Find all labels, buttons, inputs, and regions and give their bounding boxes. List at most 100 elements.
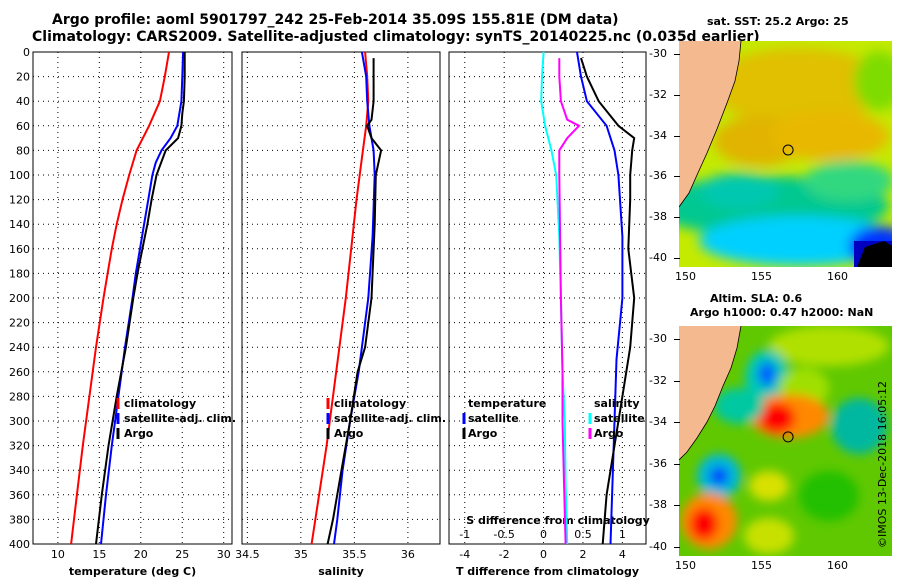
altimetry-lat-tick — [674, 463, 680, 465]
depth-tick-label: 60 — [16, 120, 30, 133]
depth-tick-label: 400 — [9, 538, 30, 551]
imos-credit: ©IMOS 13-Dec-2018 16:05:12 — [876, 381, 889, 548]
salinity-legend-label: satellite-adj. clim. — [334, 412, 446, 425]
sst-map-graphic — [679, 41, 892, 267]
sst-lat-tick-label: -40 — [649, 251, 667, 264]
salinity-climatology-line — [310, 51, 370, 545]
depth-tick-label: 180 — [9, 267, 30, 280]
salinity-x-tick-label: 36 — [401, 548, 415, 561]
salinity-legend-label: Argo — [334, 427, 364, 440]
diff-legend-right-label: Argo — [594, 427, 624, 440]
altimetry-lon-tick-label: 150 — [675, 559, 696, 572]
salinity-x-tick-label: 35 — [294, 548, 308, 561]
altimetry-map-graphic — [679, 326, 892, 556]
temperature-legend-label: climatology — [124, 397, 196, 410]
depth-tick-label: 320 — [9, 440, 30, 453]
sst-lat-tick-label: -34 — [649, 128, 667, 142]
salinity-x-tick-label: 35.5 — [342, 548, 367, 561]
difference-salinity-argo-line — [558, 58, 581, 545]
sst-lat-tick-label: -38 — [649, 210, 667, 224]
title-line-2: Climatology: CARS2009. Satellite-adjuste… — [32, 29, 760, 45]
depth-tick-label: 260 — [9, 366, 30, 379]
depth-tick-label: 340 — [9, 464, 30, 477]
salinity-diff-tick-label: 0.5 — [574, 528, 592, 541]
temperature-x-tick-label: 20 — [134, 548, 148, 561]
sst-lat-tick-label: -30 — [649, 47, 667, 60]
altimetry-lon-tick-label: 155 — [751, 559, 772, 572]
depth-tick-label: 40 — [16, 95, 30, 108]
salinity-xlabel: salinity — [318, 565, 364, 578]
sst-lat-tick-label: -32 — [649, 87, 667, 101]
diff-legend-left-label: temperature — [468, 397, 546, 410]
altimetry-lat-tick-label: -30 — [649, 332, 667, 345]
difference-temperature-argo-line — [580, 57, 636, 545]
diff-legend-right-label: satellite — [594, 412, 645, 425]
title-line-1: Argo profile: aoml 5901797_242 25-Feb-20… — [52, 12, 619, 28]
sst-lon-tick-label: 160 — [827, 270, 848, 283]
sst-lat-tick — [674, 258, 680, 259]
sst-map — [679, 41, 892, 267]
difference-x-tick-label: 4 — [619, 548, 626, 561]
temperature-x-tick-label: 30 — [217, 548, 231, 561]
temperature-x-tick-label: 10 — [51, 548, 65, 561]
difference-x-tick-label: 0 — [540, 548, 547, 561]
temperature-legend-label: satellite-adj. clim. — [124, 412, 236, 425]
altimetry-lat-tick — [674, 339, 680, 340]
temperature-xlabel: temperature (deg C) — [69, 565, 196, 578]
sst-lat-tick-label: -36 — [649, 169, 667, 183]
difference-x-tick-label: -2 — [499, 548, 510, 561]
depth-tick-label: 160 — [9, 243, 30, 256]
salinity-diff-tick-label: 0 — [540, 528, 547, 541]
depth-tick-label: 280 — [9, 390, 30, 403]
altimetry-float-marker — [782, 431, 794, 443]
depth-tick-label: 360 — [9, 489, 30, 502]
depth-tick-label: 380 — [9, 513, 30, 526]
salinity-x-tick-label: 34.5 — [235, 548, 260, 561]
depth-tick-label: 100 — [9, 169, 30, 182]
sst-float-marker — [782, 144, 794, 156]
sst-map-title: sat. SST: 25.2 Argo: 25 — [707, 15, 849, 28]
salinity-diff-label: S difference from climatology — [466, 514, 650, 527]
salinity-argo-line — [326, 58, 383, 545]
salinity-diff-tick-label: 1 — [619, 528, 626, 541]
salinity-diff-tick-label: -1 — [459, 528, 470, 541]
altimetry-lat-tick-label: -36 — [649, 456, 667, 470]
temperature-x-tick-label: 25 — [175, 548, 189, 561]
sst-lat-tick — [674, 135, 680, 137]
depth-tick-label: 120 — [9, 194, 30, 207]
temperature-x-tick-label: 15 — [92, 548, 106, 561]
altimetry-title-line-1: Altim. SLA: 0.6 — [710, 292, 803, 305]
difference-salinity-satellite-line — [540, 51, 569, 545]
depth-tick-label: 20 — [16, 71, 30, 84]
altimetry-lon-tick-label: 160 — [827, 559, 848, 572]
salinity-satellite-adj.-clim.-line — [333, 51, 376, 545]
sst-lat-tick — [674, 176, 680, 178]
depth-tick-label: 0 — [23, 46, 30, 59]
temperature-legend-label: Argo — [124, 427, 154, 440]
depth-tick-label: 300 — [9, 415, 30, 428]
sst-lon-tick-label: 155 — [751, 270, 772, 283]
diff-legend-right-label: salinity — [594, 397, 640, 410]
difference-temperature-satellite-line — [576, 51, 624, 545]
diff-legend-left-label: Argo — [468, 427, 498, 440]
difference-xlabel: T difference from climatology — [456, 565, 639, 578]
depth-tick-label: 80 — [16, 144, 30, 157]
altimetry-map — [679, 326, 892, 556]
sst-lat-tick — [674, 54, 680, 55]
altimetry-lat-tick — [674, 547, 680, 548]
temperature-climatology-line — [70, 51, 170, 545]
salinity-diff-tick-label: -0.5 — [493, 528, 514, 541]
altimetry-title-line-2: Argo h1000: 0.47 h2000: NaN — [690, 306, 874, 319]
altimetry-lat-tick-label: -38 — [649, 498, 667, 512]
altimetry-lat-tick — [674, 422, 680, 424]
altimetry-lat-tick-label: -34 — [649, 415, 667, 429]
sst-lon-tick-label: 150 — [675, 270, 696, 283]
altimetry-lat-tick-label: -40 — [649, 540, 667, 553]
difference-frame — [448, 51, 647, 545]
diff-legend-left-label: satellite — [468, 412, 519, 425]
difference-x-tick-label: -4 — [459, 548, 470, 561]
depth-tick-label: 140 — [9, 218, 30, 231]
sst-lat-tick — [674, 217, 680, 219]
depth-tick-label: 240 — [9, 341, 30, 354]
